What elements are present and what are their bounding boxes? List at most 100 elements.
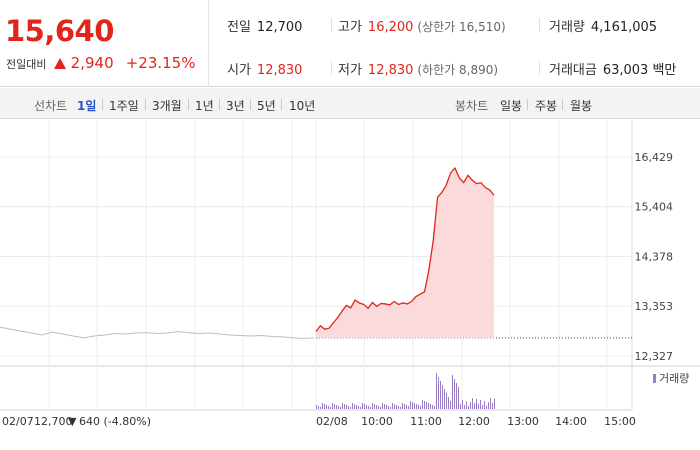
volume-bar: [440, 381, 441, 409]
stat-trade-amount: 거래대금 63,003 백만: [549, 59, 676, 78]
volume-bar: [410, 401, 411, 409]
period-1w[interactable]: 1주일: [109, 99, 139, 113]
volume-bar: [364, 404, 365, 409]
period-1y[interactable]: 1년: [195, 99, 214, 113]
volume-bar: [450, 401, 451, 409]
volume-bar: [352, 403, 353, 409]
stat-value: 12,830: [256, 63, 303, 78]
stat-value: 63,003 백만: [602, 63, 677, 78]
prev-day-series: [0, 326, 315, 339]
period-3m[interactable]: 3개월: [152, 99, 182, 113]
volume-bar: [412, 402, 413, 409]
stat-label: 전일: [227, 20, 251, 35]
volume-bar: [322, 403, 323, 409]
y-tick-label: 14,378: [635, 251, 674, 264]
period-10y[interactable]: 10년: [289, 99, 316, 113]
volume-bar: [390, 407, 391, 409]
volume-bar: [418, 405, 419, 409]
stat-label: 거래량: [549, 20, 585, 35]
volume-bar: [394, 404, 395, 409]
time-tick-label: 10:00: [361, 415, 393, 428]
volume-bar: [402, 403, 403, 409]
volume-bar: [416, 404, 417, 409]
stat-prev-close: 전일 12,700: [227, 16, 302, 35]
volume-bar: [386, 405, 387, 409]
time-tick-label: 13:00: [507, 415, 539, 428]
chart-grid: [0, 120, 700, 411]
volume-bar: [464, 405, 465, 409]
chart-svg[interactable]: 16,429 15,404 14,378 13,353 12,327 거래량 02/07…: [0, 120, 700, 450]
volume-bar: [336, 405, 337, 409]
chart-toolbar: 선차트 1일 1주일 3개월 1년 3년 5년 10년 봉차트 일봉 주봉 월봉: [0, 88, 700, 119]
volume-bar: [334, 404, 335, 409]
divider: [331, 18, 332, 32]
volume-bar: [482, 405, 483, 409]
prev-date-label: 02/07: [2, 415, 34, 428]
today-line: [315, 166, 495, 332]
volume-bar: [346, 405, 347, 409]
stat-low: 저가 12,830 (하한가 8,890): [338, 59, 498, 78]
volume-bar: [326, 405, 327, 409]
time-tick-label: 14:00: [555, 415, 587, 428]
volume-bar: [356, 405, 357, 409]
volume-bar: [476, 399, 477, 409]
stat-label: 고가: [338, 20, 362, 35]
divider: [527, 99, 528, 110]
volume-bar: [468, 406, 469, 409]
candle-chart-label: 봉차트: [455, 99, 489, 113]
price-chart[interactable]: 16,429 15,404 14,378 13,353 12,327 거래량 02/07…: [0, 120, 700, 450]
volume-bar: [362, 403, 363, 409]
volume-bar: [370, 407, 371, 409]
volume-bar: [348, 406, 349, 409]
divider: [331, 61, 332, 75]
volume-bar: [458, 387, 459, 409]
volume-bar: [424, 401, 425, 409]
volume-bar: [434, 406, 435, 409]
volume-bar: [378, 406, 379, 409]
volume-bar: [462, 400, 463, 409]
volume-bar: [392, 403, 393, 409]
volume-bar: [470, 402, 471, 409]
divider: [539, 61, 540, 75]
volume-bar: [442, 385, 443, 409]
current-price: 15,640: [5, 14, 114, 48]
divider: [188, 99, 189, 110]
volume-bar: [414, 403, 415, 409]
stat-label: 저가: [338, 63, 362, 78]
y-tick-label: 16,429: [635, 151, 674, 164]
volume-bar: [328, 406, 329, 409]
volume-bar: [360, 407, 361, 409]
divider: [539, 18, 540, 32]
period-1d[interactable]: 1일: [77, 99, 97, 113]
today-date-label: 02/08: [316, 415, 348, 428]
divider: [562, 99, 563, 110]
candle-monthly[interactable]: 월봉: [570, 99, 593, 113]
volume-bar: [358, 406, 359, 409]
volume-bar: [466, 401, 467, 409]
stat-label: 시가: [227, 63, 251, 78]
period-3y[interactable]: 3년: [226, 99, 245, 113]
divider: [102, 99, 103, 110]
stat-volume: 거래량 4,161,005: [549, 16, 657, 35]
price-panel: 15,640 전일대비 2,940 +23.15%: [0, 0, 209, 87]
quote-summary: 15,640 전일대비 2,940 +23.15% 전일 12,700 고가 16,…: [0, 0, 700, 87]
volume-bar: [444, 389, 445, 409]
change-label: 전일대비: [6, 58, 47, 71]
volume-bar: [428, 403, 429, 409]
candle-daily[interactable]: 일봉: [500, 99, 523, 113]
volume-bar: [406, 405, 407, 409]
up-arrow-icon: [53, 58, 66, 69]
y-tick-label: 13,353: [635, 300, 674, 313]
candle-weekly[interactable]: 주봉: [535, 99, 558, 113]
volume-bar: [426, 402, 427, 409]
period-5y[interactable]: 5년: [257, 99, 276, 113]
divider: [145, 99, 146, 110]
time-tick-label: 12:00: [458, 415, 490, 428]
y-tick-label: 12,327: [635, 350, 674, 363]
stat-value: 4,161,005: [590, 20, 658, 35]
volume-bar: [480, 400, 481, 409]
chart-footer: 02/07 12,700▼ 640 (-4.80%) 02/08 10:00 11:00 1…: [2, 415, 636, 428]
volume-bar: [340, 407, 341, 409]
volume-bar: [486, 406, 487, 409]
volume-bar: [330, 407, 331, 409]
